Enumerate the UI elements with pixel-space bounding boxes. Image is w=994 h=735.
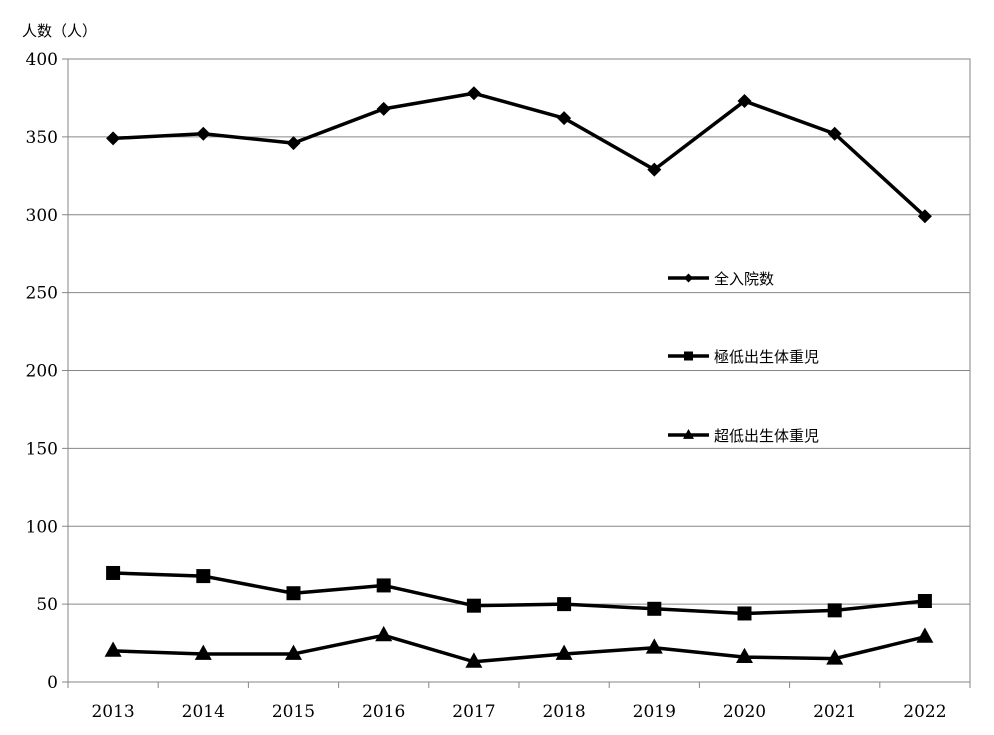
series-3: [104, 625, 934, 668]
data-point-series3-2013: [104, 641, 122, 657]
data-point-series3-2019: [645, 638, 663, 654]
series-1: [106, 86, 932, 224]
legend-item-3: 超低出生体重児: [668, 427, 819, 445]
legend-marker-2: [684, 351, 693, 361]
data-point-series2-2022: [917, 594, 932, 609]
y-tick-label-50: 50: [36, 595, 58, 615]
data-point-series1-2020: [737, 94, 752, 109]
legend-label-2: 極低出生体重児: [714, 348, 819, 366]
data-point-series2-2015: [286, 586, 301, 601]
legend-marker-1: [684, 273, 693, 283]
series-line-3: [111, 633, 927, 664]
data-point-series1-2015: [286, 136, 301, 151]
data-point-series1-2013: [106, 131, 121, 146]
legend-label-3: 超低出生体重児: [714, 427, 819, 445]
data-point-series1-2014: [196, 126, 211, 141]
legend-label-1: 全入院数: [714, 270, 774, 288]
x-tick-label-2016: 2016: [362, 702, 405, 722]
data-point-series3-2022: [916, 627, 934, 643]
data-point-series3-2020: [736, 647, 753, 664]
y-tick-label-0: 0: [47, 673, 58, 693]
series: [104, 86, 934, 668]
data-point-series2-2018: [557, 597, 572, 612]
data-point-series2-2020: [737, 606, 752, 621]
legend-marker-3: [683, 428, 694, 439]
series-line-1: [111, 91, 927, 219]
data-point-series2-2013: [106, 565, 121, 580]
x-tick-label-2021: 2021: [813, 702, 856, 722]
x-tick-label-2017: 2017: [452, 702, 495, 722]
data-point-series2-2021: [827, 603, 842, 618]
y-tick-label-300: 300: [26, 206, 58, 226]
data-point-series1-2018: [557, 111, 572, 126]
data-point-series1-2019: [647, 162, 662, 177]
data-point-series2-2017: [466, 598, 481, 613]
data-point-series2-2014: [196, 569, 211, 584]
y-tick-label-150: 150: [26, 439, 58, 459]
x-tick-label-2022: 2022: [903, 702, 946, 722]
data-point-series1-2021: [827, 126, 842, 141]
y-tick-label-200: 200: [26, 362, 58, 382]
y-tick-label-100: 100: [26, 517, 58, 537]
y-tick-label-250: 250: [26, 284, 58, 304]
data-point-series3-2021: [826, 649, 844, 665]
x-tick-label-2014: 2014: [182, 702, 225, 722]
data-point-series1-2022: [917, 209, 932, 224]
x-tick-label-2015: 2015: [272, 702, 315, 722]
x-tick-label-2020: 2020: [723, 702, 766, 722]
axes: 0 50 100 150 200 250 300 350 400 2013 2014 2015 2016…: [26, 50, 971, 722]
data-point-series3-2017: [465, 652, 483, 668]
data-point-series1-2016: [376, 101, 391, 116]
data-point-series2-2019: [647, 601, 662, 616]
x-tick-label-2018: 2018: [542, 702, 585, 722]
legend-item-2: 極低出生体重児: [668, 348, 819, 366]
series-line-2: [111, 571, 927, 616]
x-tick-label-2019: 2019: [633, 702, 676, 722]
series-2: [106, 565, 932, 621]
data-point-series3-2018: [555, 644, 573, 660]
data-point-series2-2016: [376, 578, 391, 593]
data-point-series3-2016: [375, 625, 393, 642]
y-axis-title: 人数（人）: [22, 22, 97, 40]
data-point-series1-2017: [466, 86, 481, 101]
x-tick-label-2013: 2013: [91, 702, 134, 722]
data-point-series3-2014: [194, 644, 212, 660]
y-tick-label-400: 400: [26, 50, 58, 70]
legend-item-1: 全入院数: [668, 270, 774, 288]
data-point-series3-2015: [285, 644, 302, 660]
y-tick-label-350: 350: [26, 128, 58, 148]
